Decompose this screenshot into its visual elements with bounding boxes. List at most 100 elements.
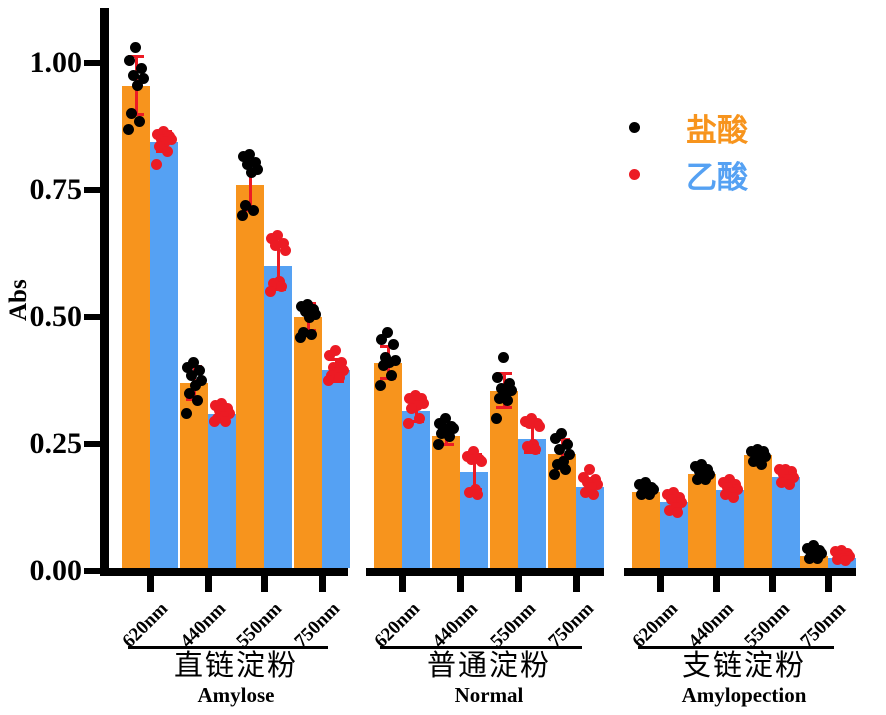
data-point-acetic <box>335 357 347 369</box>
data-point-hcl <box>249 156 261 168</box>
data-point-hcl <box>183 387 195 399</box>
bar-acetic <box>322 370 350 568</box>
bar-hcl <box>374 362 402 568</box>
data-point-hcl <box>563 448 575 460</box>
data-point-hcl <box>755 458 767 470</box>
error-bar-cap <box>554 438 570 442</box>
data-point-hcl <box>375 334 387 346</box>
data-point-acetic <box>783 479 795 491</box>
x-tick-mark <box>515 576 522 592</box>
y-tick-mark <box>84 187 101 193</box>
y-tick-mark <box>84 568 101 574</box>
y-axis-line <box>100 8 109 576</box>
data-point-hcl <box>493 392 505 404</box>
data-point-acetic <box>405 402 417 414</box>
data-point-hcl <box>801 542 813 554</box>
data-point-hcl <box>695 458 707 470</box>
bar-acetic <box>402 410 430 568</box>
data-point-acetic <box>267 278 279 290</box>
data-point-hcl <box>247 204 259 216</box>
data-point-acetic <box>277 237 289 249</box>
data-point-acetic <box>581 476 593 488</box>
error-bar-cap <box>128 55 144 59</box>
x-tick-mark <box>205 576 212 592</box>
error-bar-cap <box>496 405 512 409</box>
data-point-hcl <box>699 474 711 486</box>
data-point-acetic <box>591 479 603 491</box>
data-point-hcl <box>635 489 647 501</box>
data-point-hcl <box>377 359 389 371</box>
data-point-hcl <box>749 448 761 460</box>
data-point-hcl <box>551 458 563 470</box>
x-category-label: 550nm <box>486 598 541 652</box>
data-point-hcl <box>447 423 459 435</box>
data-point-hcl <box>133 115 145 127</box>
data-point-hcl <box>747 456 759 468</box>
data-point-acetic <box>417 397 429 409</box>
data-point-hcl <box>803 552 815 564</box>
x-tick-mark <box>261 576 268 592</box>
data-point-hcl <box>501 395 513 407</box>
data-point-hcl <box>243 148 255 160</box>
data-point-hcl <box>195 375 207 386</box>
x-category-label: 550nm <box>740 598 795 652</box>
bar-hcl <box>294 317 322 568</box>
data-point-hcl <box>693 466 705 478</box>
data-point-acetic <box>717 476 729 488</box>
data-point-acetic <box>731 484 743 496</box>
data-point-acetic <box>265 232 277 244</box>
y-tick-mark <box>84 314 101 320</box>
y-tick-label: 0.50 <box>29 300 83 333</box>
data-point-hcl <box>807 540 819 552</box>
data-point-hcl <box>555 428 567 440</box>
data-point-hcl <box>191 395 203 407</box>
data-point-acetic <box>165 133 177 145</box>
data-point-hcl <box>181 362 193 374</box>
x-category-label: 750nm <box>290 598 345 652</box>
data-point-hcl <box>553 443 565 455</box>
data-point-hcl <box>559 463 571 475</box>
data-point-hcl <box>305 329 317 341</box>
data-point-hcl <box>299 306 311 318</box>
data-point-acetic <box>329 344 341 356</box>
bar-acetic <box>208 413 236 568</box>
data-point-acetic <box>675 496 687 508</box>
data-point-acetic <box>721 481 733 493</box>
error-bar-cap <box>438 443 454 446</box>
x-category-label: 440nm <box>428 598 483 652</box>
data-point-hcl <box>180 408 192 420</box>
data-point-hcl <box>557 456 569 468</box>
data-point-acetic <box>279 245 291 257</box>
acetic-legend-dot-icon <box>629 168 640 180</box>
data-point-hcl <box>561 438 573 450</box>
data-point-acetic <box>839 555 851 567</box>
x-axis-segment <box>100 568 348 576</box>
data-point-acetic <box>269 240 281 252</box>
x-tick-mark <box>319 576 326 592</box>
x-tick-mark <box>147 576 154 592</box>
data-point-acetic <box>775 476 787 488</box>
data-point-hcl <box>811 552 823 564</box>
y-tick-label: 1.00 <box>29 46 83 79</box>
data-point-hcl <box>439 413 451 425</box>
data-point-hcl <box>503 377 515 389</box>
data-point-hcl <box>383 357 395 369</box>
x-category-label: 620nm <box>628 598 683 652</box>
x-category-label: 550nm <box>232 598 287 652</box>
data-point-hcl <box>303 311 315 323</box>
x-tick-mark <box>657 576 664 592</box>
x-axis-segment <box>624 568 856 576</box>
data-point-acetic <box>322 375 334 386</box>
data-point-acetic <box>151 128 163 140</box>
data-point-hcl <box>237 151 249 163</box>
y-tick-label: 0.75 <box>29 173 83 206</box>
group-label-en: Amylopection <box>681 683 807 707</box>
x-category-label: 620nm <box>370 598 425 652</box>
data-point-hcl <box>294 331 306 343</box>
data-point-acetic <box>577 471 589 483</box>
data-point-hcl <box>123 54 135 66</box>
data-point-hcl <box>301 298 313 310</box>
bar-hcl <box>688 474 716 568</box>
data-point-acetic <box>323 349 335 361</box>
data-point-acetic <box>475 456 487 468</box>
